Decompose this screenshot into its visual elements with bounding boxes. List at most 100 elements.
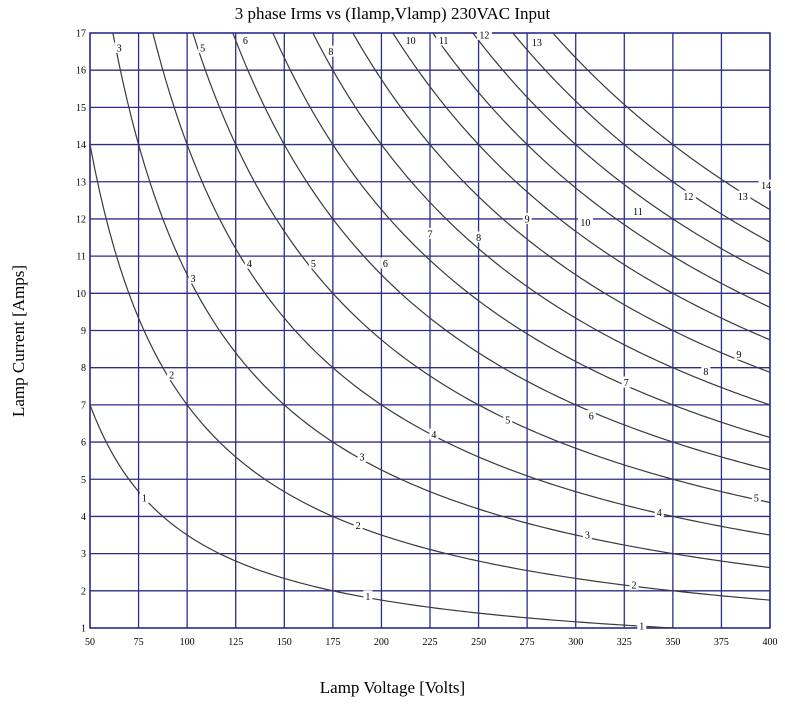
y-axis-label: Lamp Current [Amps] (9, 264, 28, 418)
contour-line-1 (90, 404, 685, 628)
contour-line-3 (112, 33, 770, 569)
x-tick-label: 275 (520, 637, 535, 648)
curve-label: 13 (738, 192, 748, 203)
y-tick-label: 9 (81, 326, 86, 337)
grid (89, 32, 771, 629)
x-tick-label: 250 (471, 637, 486, 648)
curve-label-bg (522, 212, 532, 224)
curve-label-bg (357, 450, 367, 462)
curve-label-bg (637, 620, 647, 632)
curve-label: 1 (365, 592, 370, 603)
contour-line-5 (192, 33, 770, 504)
curve-label-bg (577, 216, 593, 228)
curve-label-bg (326, 45, 336, 57)
curve-label: 7 (624, 378, 629, 389)
curve-label: 12 (683, 192, 693, 203)
y-tick-label: 4 (81, 512, 86, 523)
curve-label: 6 (243, 36, 248, 47)
x-tick-label: 50 (85, 637, 95, 648)
contour-line-7 (272, 33, 770, 438)
y-tick-label: 11 (76, 252, 86, 263)
curve-label-bg (503, 413, 513, 425)
curve-label-bg (353, 519, 363, 531)
curve-label-bg (308, 257, 318, 269)
curve-label: 2 (169, 371, 174, 382)
contour-line-11 (432, 33, 770, 308)
curve-label-bg (654, 506, 664, 518)
curve-label: 1 (142, 493, 147, 504)
x-tick-label: 175 (325, 637, 340, 648)
curve-label: 5 (505, 415, 510, 426)
curve-label-bg (244, 257, 254, 269)
curve-label-bg (188, 272, 198, 284)
curve-label-bg (167, 369, 177, 381)
curve-label-bg (240, 34, 250, 46)
curve-label: 5 (311, 259, 316, 270)
contour-curves (90, 33, 770, 628)
curve-label-bg (751, 491, 761, 503)
contour-line-8 (312, 33, 770, 406)
curve-label: 11 (439, 36, 449, 47)
curve-label: 13 (532, 38, 542, 49)
y-tick-label: 6 (81, 438, 86, 449)
x-tick-label: 125 (228, 637, 243, 648)
x-tick-label: 100 (180, 637, 195, 648)
curve-label-bg (114, 41, 124, 53)
contour-line-4 (152, 33, 770, 536)
curve-label: 2 (632, 581, 637, 592)
x-tick-label: 400 (763, 637, 778, 648)
curve-label-bg (586, 410, 596, 422)
y-tick-label: 15 (76, 103, 86, 114)
contour-line-6 (232, 33, 770, 471)
curve-label: 14 (761, 181, 771, 192)
curve-label: 4 (431, 430, 436, 441)
y-tick-label: 3 (81, 549, 86, 560)
curve-label: 11 (633, 207, 643, 218)
x-tick-label: 300 (568, 637, 583, 648)
curve-label-bg (734, 348, 744, 360)
curve-label: 5 (754, 493, 759, 504)
x-tick-label: 150 (277, 637, 292, 648)
curve-label: 10 (580, 218, 590, 229)
curve-label: 3 (190, 274, 195, 285)
y-tick-label: 16 (76, 66, 86, 77)
y-tick-label: 8 (81, 363, 86, 374)
contour-line-9 (352, 33, 770, 373)
y-tick-label: 1 (81, 624, 86, 635)
curve-label-bg (474, 231, 484, 243)
x-tick-label: 225 (423, 637, 438, 648)
y-tick-label: 5 (81, 475, 86, 486)
curve-label: 3 (585, 531, 590, 542)
x-axis-label: Lamp Voltage [Volts] (319, 678, 466, 697)
curve-label-bg (429, 428, 439, 440)
y-tick-label: 10 (76, 289, 86, 300)
curve-label: 8 (328, 47, 333, 58)
x-tick-label: 375 (714, 637, 729, 648)
curve-label: 6 (383, 259, 388, 270)
curve-label-bg (701, 365, 711, 377)
curve-label-bg (758, 179, 774, 191)
curve-label: 1 (639, 622, 644, 633)
x-tick-label: 200 (374, 637, 389, 648)
curve-label: 3 (117, 43, 122, 54)
curve-label: 4 (657, 508, 662, 519)
y-tick-label: 7 (81, 400, 86, 411)
curve-label-bg (425, 227, 435, 239)
curve-label-bg (198, 41, 208, 53)
curve-label-bg (582, 529, 592, 541)
curve-labels: 1112223333444555566677888991010111112121… (114, 28, 774, 633)
plot-area: 1112223333444555566677888991010111112121… (76, 28, 778, 649)
x-tick-label: 350 (665, 637, 680, 648)
y-tick-label: 12 (76, 214, 86, 225)
x-tick-label: 325 (617, 637, 632, 648)
curve-label: 7 (428, 229, 433, 240)
curve-label-bg (380, 257, 390, 269)
x-tick-label: 75 (134, 637, 144, 648)
curve-label: 9 (736, 350, 741, 361)
chart-title: 3 phase Irms vs (Ilamp,Vlamp) 230VAC Inp… (234, 4, 551, 23)
curve-label-bg (629, 579, 639, 591)
curve-label: 8 (476, 233, 481, 244)
contour-line-13 (512, 33, 770, 243)
contour-line-12 (472, 33, 770, 276)
y-tick-label: 2 (81, 586, 86, 597)
